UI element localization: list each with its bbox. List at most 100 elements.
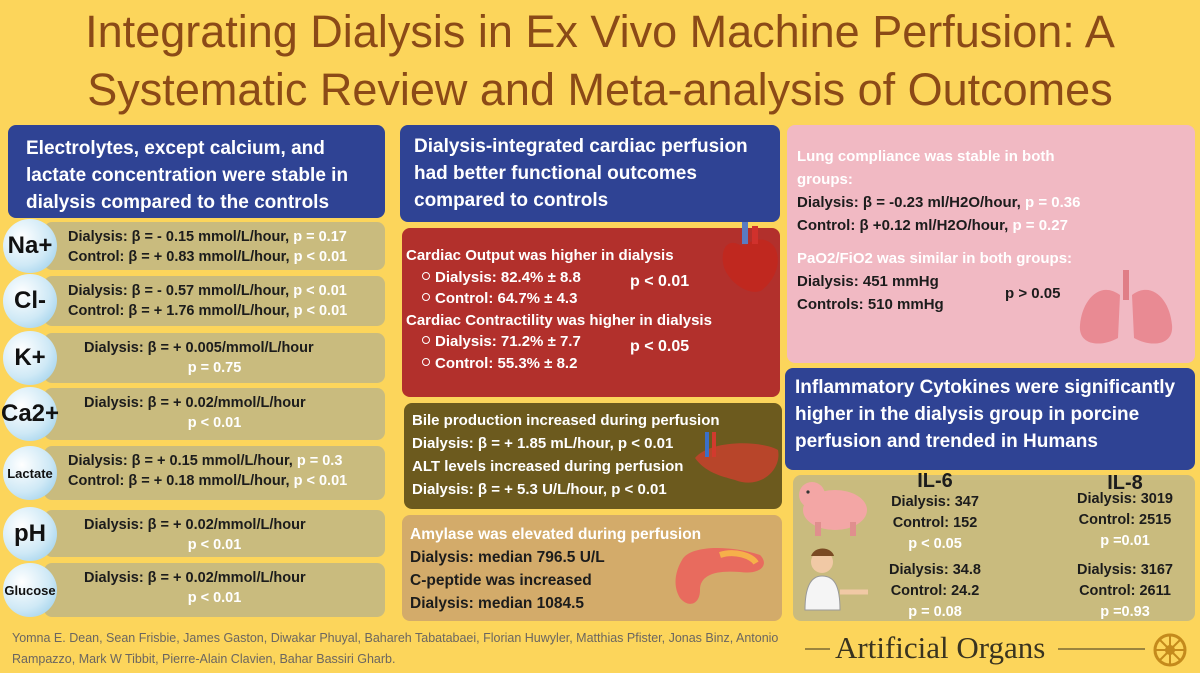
- text: Dialysis: β = + 0.15 mmol/L/hour,: [68, 453, 293, 469]
- electrolyte-label: Na+: [3, 219, 57, 273]
- bullet-line: Control: 64.7% ± 4.3: [402, 288, 780, 310]
- bullet-line: Dialysis: 82.4% ± 8.8: [402, 267, 780, 289]
- electrolyte-label: Cl-: [3, 274, 57, 328]
- electrolyte-row: Dialysis: β = + 0.02/mmol/L/hour p < 0.01: [44, 510, 385, 557]
- text-line: Amylase was elevated during perfusion: [410, 526, 702, 543]
- electrolytes-heading: Electrolytes, except calcium, and lactat…: [8, 125, 385, 218]
- p-value: p < 0.01: [187, 537, 242, 553]
- row-line: p < 0.01: [44, 535, 385, 555]
- journal-logo: [1153, 633, 1187, 667]
- cardiac-box: Cardiac Output was higher in dialysis Di…: [402, 228, 780, 397]
- p-value: p < 0.01: [293, 473, 348, 489]
- electrolyte-label: Lactate: [3, 446, 57, 500]
- text: Dialysis: β = - 0.15 mmol/L/hour,: [68, 229, 290, 245]
- row-line: Dialysis: β = + 0.02/mmol/L/hour: [44, 393, 385, 413]
- row-line: Dialysis: β = - 0.57 mmol/L/hour, p < 0.…: [44, 281, 385, 301]
- text-line: Dialysis: β = -0.23 ml/H2O/hour, p = 0.3…: [797, 191, 1195, 214]
- text: Control: 64.7% ± 4.3: [435, 290, 578, 307]
- text: Control: β = + 0.18 mmol/L/hour,: [68, 473, 290, 489]
- electrolyte-row: Dialysis: β = + 0.02/mmol/L/hour p < 0.01: [44, 563, 385, 617]
- row-line: Dialysis: β = + 0.15 mmol/L/hour, p = 0.…: [44, 451, 385, 471]
- text: Dialysis: β = + 0.02/mmol/L/hour: [84, 570, 306, 586]
- electrolyte-row: Dialysis: β = - 0.57 mmol/L/hour, p < 0.…: [44, 276, 385, 326]
- title-line: Systematic Review and Meta-analysis of O…: [87, 64, 1113, 115]
- text-line: Control: β +0.12 ml/H2O/hour, p = 0.27: [797, 214, 1195, 237]
- text-line: Dialysis: median 1084.5: [410, 595, 585, 612]
- bullet-line: Control: 55.3% ± 8.2: [402, 353, 780, 375]
- electrolyte-label: Glucose: [3, 563, 57, 617]
- p-value: p < 0.05: [630, 338, 690, 355]
- bullet-line: Dialysis: 71.2% ± 7.7: [402, 331, 780, 353]
- p-value: p = 0.75: [187, 360, 242, 376]
- text-line: Dialysis: 451 mmHg: [797, 273, 939, 290]
- row-line: Dialysis: β = - 0.15 mmol/L/hour, p = 0.…: [44, 227, 385, 247]
- text-line: C-peptide was increased: [410, 572, 592, 589]
- electrolyte-row: Dialysis: β = + 0.005/mmol/L/hour p = 0.7…: [44, 333, 385, 383]
- column-header: IL-8: [1107, 472, 1143, 494]
- text: Dialysis: β = + 0.005/mmol/L/hour: [84, 340, 314, 356]
- cytokine-value: Control: 2611: [1079, 583, 1171, 599]
- text-line: Dialysis: median 796.5 U/L: [410, 549, 605, 566]
- text: Control: β = + 0.83 mmol/L/hour,: [68, 249, 290, 265]
- p-value: p < 0.01: [293, 283, 347, 299]
- p-value: p < 0.01: [187, 415, 242, 431]
- row-line: Dialysis: β = + 0.005/mmol/L/hour: [44, 338, 385, 358]
- p-value: p = 0.27: [1012, 217, 1068, 234]
- text-line: Bile production increased during perfusi…: [412, 412, 720, 429]
- electrolyte-label: pH: [3, 506, 57, 561]
- text: Control: 55.3% ± 8.2: [435, 354, 578, 372]
- electrolyte-label: K+: [3, 331, 57, 385]
- p-value: p =0.93: [1100, 604, 1150, 620]
- p-value: p < 0.01: [293, 303, 348, 319]
- text: Dialysis: 71.2% ± 7.7: [435, 333, 581, 350]
- row-line: p < 0.01: [44, 588, 385, 608]
- text: Dialysis: β = - 0.57 mmol/L/hour,: [68, 283, 290, 299]
- cytokine-value: Dialysis: 3019: [1077, 491, 1173, 507]
- p-value: p = 0.3: [296, 453, 343, 469]
- row-line: p = 0.75: [44, 358, 385, 378]
- p-value: p = 0.08: [908, 604, 962, 620]
- row-line: Dialysis: β = + 0.02/mmol/L/hour: [44, 515, 385, 535]
- text-line: ALT levels increased during perfusion: [412, 458, 684, 475]
- lung-box: Lung compliance was stable in both group…: [787, 125, 1195, 363]
- p-value: p < 0.01: [187, 590, 242, 606]
- p-value: p < 0.01: [630, 273, 690, 290]
- electrolyte-label: Ca2+: [1, 387, 59, 441]
- row-line: p < 0.01: [44, 413, 385, 433]
- text: Control: β = + 1.76 mmol/L/hour,: [68, 303, 290, 319]
- text: Control: β +0.12 ml/H2O/hour,: [797, 217, 1009, 234]
- cytokines-heading: Inflammatory Cytokines were significantl…: [785, 368, 1195, 470]
- cardiac-heading: Dialysis-integrated cardiac perfusion ha…: [400, 125, 780, 222]
- p-value: p > 0.05: [1005, 285, 1061, 302]
- cytokine-value: Dialysis: 3167: [1077, 562, 1173, 578]
- p-value: p = 0.17: [293, 229, 347, 245]
- row-line: Dialysis: β = + 0.02/mmol/L/hour: [44, 568, 385, 588]
- cardiac-output-title: Cardiac Output was higher in dialysis: [406, 247, 674, 264]
- cytokine-value: Dialysis: 347: [891, 494, 979, 510]
- p-value: p = 0.36: [1025, 194, 1081, 211]
- column-header: IL-6: [917, 470, 953, 492]
- cytokine-value: Control: 152: [892, 515, 978, 531]
- cytokine-value: Control: 24.2: [890, 583, 980, 599]
- text-line: Controls: 510 mmHg: [797, 296, 944, 313]
- p-value: p < 0.01: [293, 249, 348, 265]
- electrolyte-row: Dialysis: β = + 0.15 mmol/L/hour, p = 0.…: [44, 446, 385, 500]
- electrolyte-row: Dialysis: β = - 0.15 mmol/L/hour, p = 0.…: [44, 222, 385, 270]
- text-line: Dialysis: β = + 1.85 mL/hour, p < 0.01: [412, 435, 674, 452]
- row-line: Control: β = + 1.76 mmol/L/hour, p < 0.0…: [44, 301, 385, 321]
- text: Dialysis: 82.4% ± 8.8: [435, 268, 581, 286]
- p-value: p =0.01: [1100, 533, 1150, 549]
- cytokine-value: Dialysis: 34.8: [889, 562, 981, 578]
- row-line: Control: β = + 0.18 mmol/L/hour, p < 0.0…: [44, 471, 385, 491]
- p-value: p < 0.05: [908, 536, 962, 552]
- text-line: Lung compliance was stable in both group…: [797, 148, 1055, 188]
- journal-name: Artificial Organs: [835, 630, 1046, 665]
- authors: Yomna E. Dean, Sean Frisbie, James Gasto…: [12, 631, 779, 666]
- text-line: PaO2/FiO2 was similar in both groups:: [797, 250, 1073, 267]
- text: Dialysis: β = + 0.02/mmol/L/hour: [84, 395, 306, 411]
- pancreas-box: Amylase was elevated during perfusion Di…: [402, 515, 782, 621]
- cardiac-contractility-title: Cardiac Contractility was higher in dial…: [406, 311, 712, 329]
- text-line: Dialysis: β = + 5.3 U/L/hour, p < 0.01: [412, 481, 667, 498]
- cytokine-value: Control: 2515: [1078, 512, 1172, 528]
